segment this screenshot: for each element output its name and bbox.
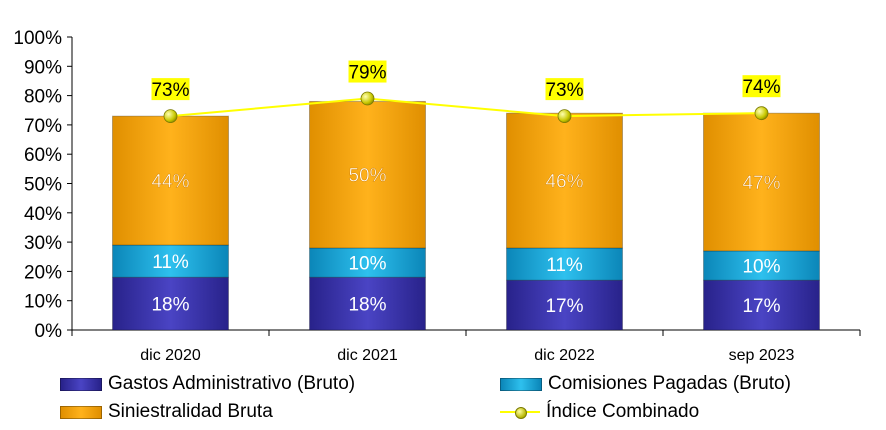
combined-index-line: 73% 79% 73% 74% bbox=[151, 60, 781, 124]
bar-segment-gastos bbox=[703, 279, 820, 331]
bar-segment-gastos bbox=[309, 276, 426, 331]
combined-index-marker bbox=[360, 91, 375, 106]
bar-label-comisiones: 11% bbox=[152, 252, 189, 273]
x-tick-label: dic 2022 bbox=[534, 347, 595, 364]
y-tick-label: 70% bbox=[24, 116, 62, 137]
bar-segment-comisiones bbox=[703, 250, 820, 281]
y-tick-label: 0% bbox=[35, 321, 63, 342]
combined-index-marker bbox=[557, 109, 572, 124]
combined-index-marker bbox=[754, 106, 769, 121]
bar-segment-gastos bbox=[506, 279, 623, 331]
bar-label-gastos: 17% bbox=[545, 296, 583, 317]
combined-index-label: 73% bbox=[151, 80, 189, 101]
bar-segment-siniestralidad bbox=[309, 100, 426, 249]
bar-segment-siniestralidad bbox=[703, 112, 820, 252]
combined-index-label-bg bbox=[348, 60, 387, 83]
combined-index-label: 79% bbox=[348, 63, 386, 84]
bar-label-siniestralidad: 46% bbox=[545, 172, 583, 193]
y-tick-label: 80% bbox=[24, 87, 62, 108]
bar-segment-comisiones bbox=[506, 247, 623, 281]
x-tick-label: sep 2023 bbox=[729, 347, 795, 364]
y-tick-label: 60% bbox=[24, 145, 62, 166]
y-tick-label: 30% bbox=[24, 233, 62, 254]
bar-label-siniestralidad: 50% bbox=[348, 166, 386, 187]
combined-index-label: 74% bbox=[742, 77, 780, 98]
combined-index-path bbox=[170, 97, 762, 118]
bar-label-siniestralidad: 44% bbox=[151, 172, 189, 193]
bar-segment-siniestralidad bbox=[506, 112, 623, 249]
combined-index-label: 73% bbox=[545, 80, 583, 101]
y-tick-label: 50% bbox=[24, 175, 62, 196]
y-tick-label: 40% bbox=[24, 204, 62, 225]
y-tick-label: 90% bbox=[24, 57, 62, 78]
y-tick-label: 20% bbox=[24, 262, 62, 283]
bar-label-siniestralidad: 47% bbox=[742, 173, 780, 194]
bar-label-comisiones: 11% bbox=[546, 255, 583, 276]
x-tick-label: dic 2021 bbox=[337, 347, 398, 364]
bar-label-comisiones: 10% bbox=[742, 257, 780, 278]
bars: 18% 11% 44% 18% 10% 50% 17% 11% 46% 17% 10% 47% bbox=[112, 100, 820, 331]
bar-label-gastos: 17% bbox=[742, 296, 780, 317]
bar-segment-siniestralidad bbox=[112, 115, 229, 246]
bar-segment-comisiones bbox=[309, 247, 426, 278]
combined-index-label-bg bbox=[545, 78, 584, 101]
y-tick-label: 100% bbox=[13, 28, 62, 49]
bar-segment-comisiones bbox=[112, 244, 229, 278]
combined-index-label-bg bbox=[151, 78, 190, 101]
axes: 0% 10% 20% 30% 40% 50% 60% 70% 80% 90% 100% dic 202… bbox=[13, 28, 861, 364]
bar-label-gastos: 18% bbox=[348, 295, 386, 316]
combined-index-label-bg bbox=[742, 75, 781, 98]
bar-label-gastos: 18% bbox=[151, 295, 189, 316]
combined-index-marker bbox=[163, 109, 178, 124]
bar-label-comisiones: 10% bbox=[348, 254, 386, 275]
y-tick-label: 10% bbox=[24, 292, 62, 313]
x-tick-label: dic 2020 bbox=[140, 347, 201, 364]
